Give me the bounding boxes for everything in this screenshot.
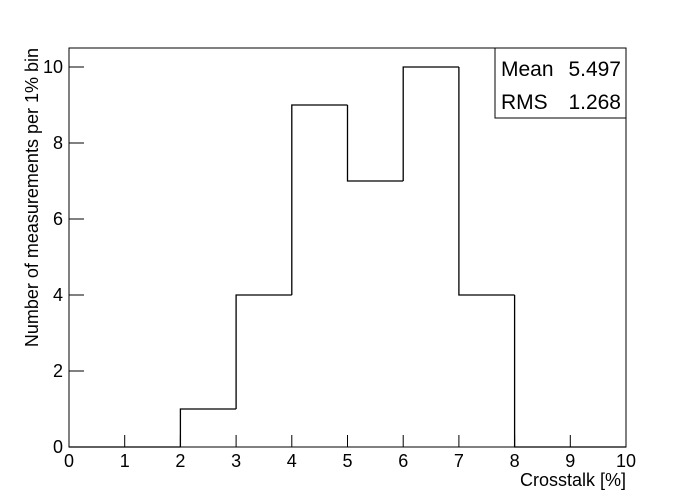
histogram-bin — [291, 104, 348, 295]
x-tick-label: 7 — [454, 451, 464, 471]
x-tick-label: 10 — [616, 451, 636, 471]
y-tick-label: 10 — [43, 57, 63, 77]
histogram-bin — [179, 408, 237, 447]
x-tick-label: 3 — [231, 451, 241, 471]
x-tick-label: 2 — [175, 451, 185, 471]
stats-value: 1.268 — [568, 91, 621, 114]
histogram-bin — [458, 67, 515, 296]
y-tick-label: 0 — [53, 437, 63, 457]
histogram-bin — [513, 295, 571, 448]
y-tick-label: 6 — [53, 209, 63, 229]
y-tick-label: 8 — [53, 133, 63, 153]
y-tick-label: 4 — [53, 285, 63, 305]
stats-label: RMS — [501, 91, 548, 114]
x-tick-label: 4 — [287, 451, 297, 471]
y-tick-label: 2 — [53, 361, 63, 381]
x-tick-label: 6 — [398, 451, 408, 471]
stats-value: 5.497 — [568, 58, 621, 81]
y-axis-title: Number of measurements per 1% bin — [22, 48, 42, 347]
x-tick-label: 9 — [565, 451, 575, 471]
x-tick-label: 0 — [64, 451, 74, 471]
x-tick-label: 8 — [510, 451, 520, 471]
histogram-bin — [402, 66, 459, 181]
stats-box — [494, 47, 627, 119]
histogram-bin — [346, 105, 404, 182]
x-tick-label: 1 — [120, 451, 130, 471]
x-tick-label: 5 — [342, 451, 352, 471]
histogram-bin — [235, 294, 292, 409]
stats-label: Mean — [501, 58, 554, 81]
x-axis-title: Crosstalk [%] — [520, 470, 626, 490]
